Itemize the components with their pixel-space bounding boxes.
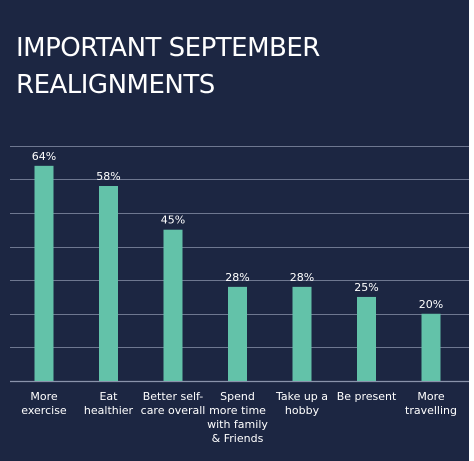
chart-title: IMPORTANT SEPTEMBER REALIGNMENTS — [16, 33, 320, 100]
bar — [357, 296, 376, 381]
category-label: Better self-care overall — [140, 390, 206, 417]
bar-value-label: 28% — [225, 271, 249, 284]
bar — [34, 165, 54, 381]
bar-value-label: 20% — [419, 298, 443, 311]
bar — [421, 313, 441, 381]
bar-value-label: 64% — [32, 150, 56, 163]
bar-value-label: 25% — [354, 281, 378, 294]
value-labels: 64% 58% 45% 28% 28% 25% 20% — [32, 150, 443, 311]
bar — [99, 186, 118, 381]
category-label: More travelling — [405, 390, 457, 417]
category-label: Take up a hobby — [275, 390, 329, 417]
bars — [34, 165, 441, 381]
category-label: Eat healthier — [83, 390, 134, 417]
bar — [163, 229, 183, 381]
bar — [292, 286, 312, 381]
category-label: Spend more time with family & Friends — [207, 390, 268, 445]
bar-value-label: 58% — [96, 170, 120, 183]
category-label: Be present — [336, 390, 397, 403]
bar-value-label: 28% — [290, 271, 314, 284]
category-label: More exercise — [21, 390, 67, 417]
bar-value-label: 45% — [161, 214, 185, 227]
bar — [228, 286, 247, 381]
gridlines — [10, 146, 469, 383]
